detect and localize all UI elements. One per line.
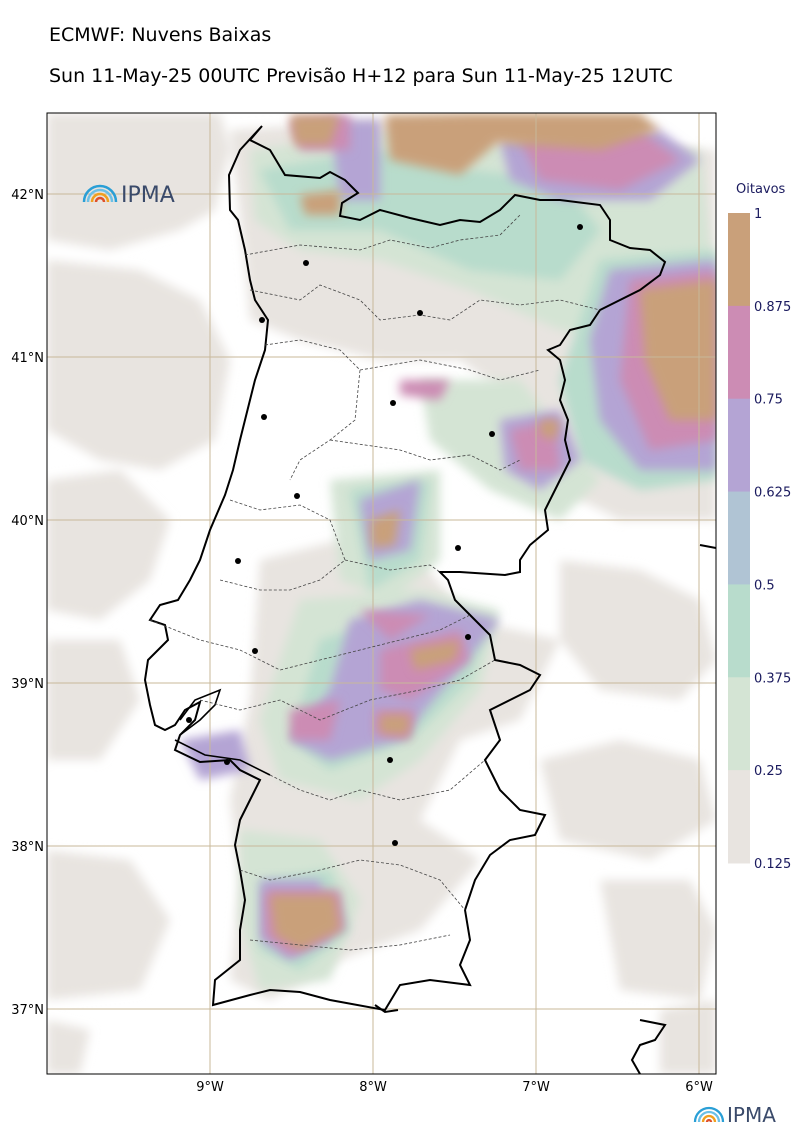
city-marker: [387, 757, 393, 763]
ipma-logo-top: IPMA: [82, 183, 175, 208]
colorbar-tick-label: 0.25: [754, 764, 783, 779]
city-marker: [235, 558, 241, 564]
ipma-logo-icon: [693, 1106, 725, 1123]
ipma-logo-icon: [82, 184, 118, 203]
lat-label: 37°N: [11, 1003, 44, 1018]
ipma-logo-text: IPMA: [121, 183, 175, 208]
city-marker: [261, 414, 267, 420]
lat-label: 38°N: [11, 840, 44, 855]
lat-label: 41°N: [11, 351, 44, 366]
city-marker: [186, 717, 192, 723]
lon-label: 6°W: [685, 1080, 713, 1095]
city-markers: [186, 224, 583, 846]
gridlines: [47, 113, 716, 1074]
city-marker: [455, 545, 461, 551]
colorbar-tick-label: 0.875: [754, 300, 791, 315]
lon-label: 9°W: [196, 1080, 224, 1095]
city-marker: [392, 840, 398, 846]
city-marker: [303, 260, 309, 266]
city-marker: [294, 493, 300, 499]
latitude-labels: 42°N 41°N 40°N 39°N 38°N 37°N: [11, 188, 44, 1018]
ipma-logo-bottom: IPMA: [693, 1103, 776, 1127]
coastline: [143, 125, 716, 1074]
district-borders: [149, 214, 601, 951]
cloud-level-brown: [270, 113, 716, 950]
ipma-logo-text: IPMA: [727, 1103, 776, 1127]
city-marker: [577, 224, 583, 230]
lat-label: 40°N: [11, 514, 44, 529]
plot-frame: [46, 112, 717, 1075]
colorbar-tick-label: 0.625: [754, 486, 791, 501]
colorbar-tick-label: 0.75: [754, 393, 783, 408]
longitude-labels: 9°W 8°W 7°W 6°W: [196, 1080, 713, 1095]
city-marker: [489, 431, 495, 437]
colorbar-segment: [728, 677, 750, 771]
lat-label: 42°N: [11, 188, 44, 203]
chart-subtitle: Sun 11-May-25 00UTC Previsão H+12 para S…: [49, 65, 673, 87]
colorbar: 1 0.875 0.75 0.625 0.5 0.375 0.25 0.125: [728, 207, 791, 872]
colorbar-tick-label: 0.5: [754, 578, 775, 593]
city-marker: [259, 317, 265, 323]
cloud-field: [47, 113, 716, 1074]
city-marker: [390, 400, 396, 406]
city-marker: [224, 759, 230, 765]
colorbar-segment: [728, 770, 750, 864]
colorbar-segment: [728, 305, 750, 400]
colorbar-tick-label: 0.125: [754, 857, 791, 872]
chart-title: ECMWF: Nuvens Baixas: [49, 24, 272, 46]
colorbar-tick-label: 0.375: [754, 671, 791, 686]
colorbar-segment: [728, 398, 750, 493]
colorbar-tick-label: 1: [754, 207, 762, 222]
lat-label: 39°N: [11, 677, 44, 692]
city-marker: [465, 634, 471, 640]
lon-label: 8°W: [359, 1080, 387, 1095]
colorbar-segment: [728, 491, 750, 585]
lon-label: 7°W: [522, 1080, 550, 1095]
colorbar-segment: [728, 584, 750, 678]
city-marker: [417, 310, 423, 316]
city-marker: [252, 648, 258, 654]
colorbar-segment: [728, 213, 750, 307]
legend-title: Oitavos: [736, 182, 786, 197]
